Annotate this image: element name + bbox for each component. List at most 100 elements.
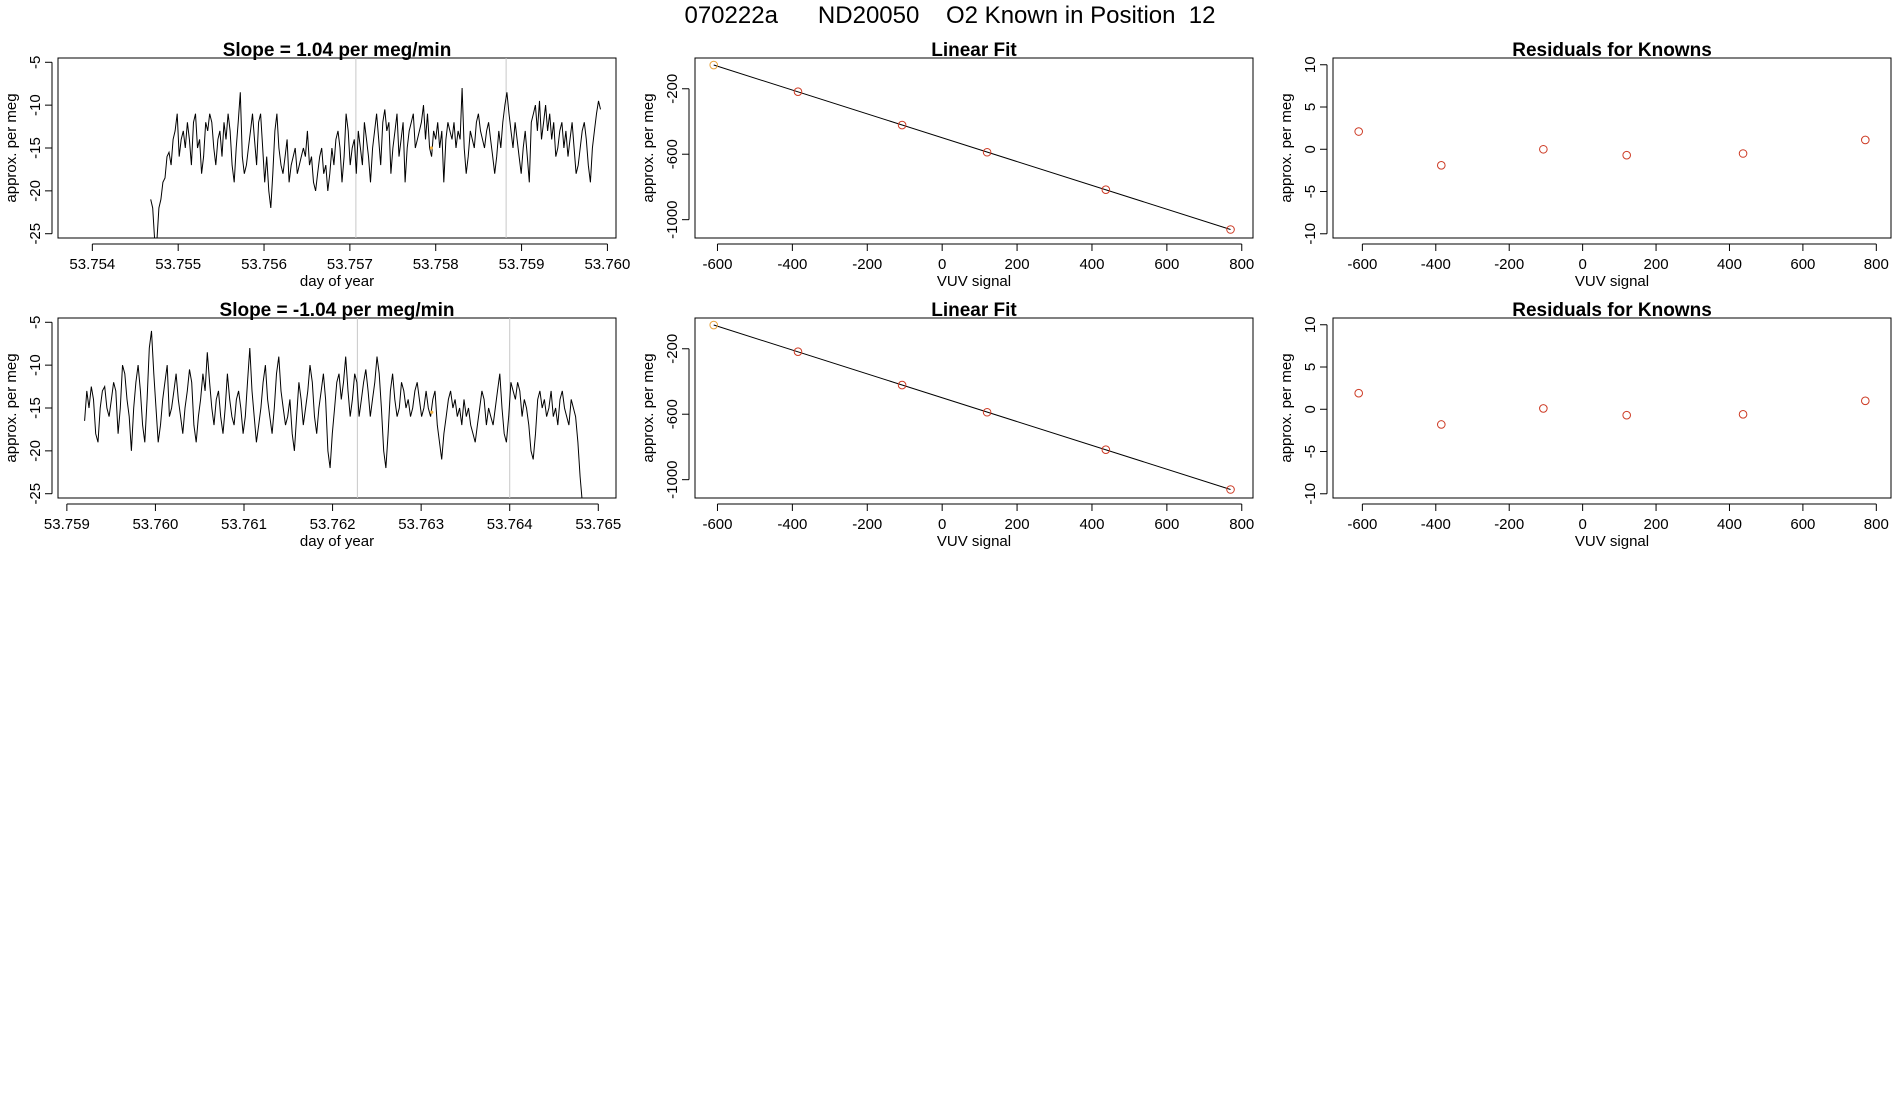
x-axis-label: VUV signal xyxy=(937,273,1011,290)
x-tick-label: 200 xyxy=(1005,256,1030,273)
x-tick-label: 53.760 xyxy=(132,516,178,533)
x-tick-label: 200 xyxy=(1005,516,1030,533)
series-line xyxy=(84,330,583,498)
timeseries-bottom-panel: 53.759 53.760 53.761 53.762 53.763 53.764 53.7… xyxy=(3,300,621,550)
residuals-top-panel: -600 -400 -200 0 200 400 600 800 10 5 0 -5 -10 VUV si… xyxy=(1278,40,1892,290)
x-tick-label: 800 xyxy=(1864,516,1889,533)
data-point xyxy=(1226,485,1235,494)
data-point xyxy=(1539,144,1548,154)
data-point xyxy=(1738,410,1748,419)
linear-fit-top-panel: -600 -400 -200 0 200 400 600 800 -200 -600 -1000 VU… xyxy=(640,40,1254,290)
plot-data xyxy=(709,60,1235,234)
data-point xyxy=(897,380,907,390)
data-point xyxy=(1861,396,1870,406)
plot-box xyxy=(1332,57,1892,239)
data-point xyxy=(1539,404,1548,413)
data-point xyxy=(897,120,907,130)
x-tick-label: 200 xyxy=(1644,256,1669,273)
x-tick-label: 53.760 xyxy=(584,256,630,273)
x-tick-label: 0 xyxy=(1578,516,1586,533)
x-tick-label: 400 xyxy=(1079,256,1104,273)
y-tick-label: -1000 xyxy=(664,460,681,498)
y-tick-label: -15 xyxy=(27,397,44,419)
panel-title: Linear Fit xyxy=(931,40,1017,61)
linear-fit-bottom-panel: -600 -400 -200 0 200 400 600 800 -200 -600 -1000 VU… xyxy=(640,300,1254,550)
highlight-dot xyxy=(430,410,434,414)
plot-box xyxy=(57,57,617,239)
y-tick-label: -600 xyxy=(664,399,681,429)
x-tick-label: 0 xyxy=(1578,256,1586,273)
x-tick-label: -400 xyxy=(1421,516,1451,533)
x-tick-label: 53.757 xyxy=(327,256,373,273)
x-axis-label: VUV signal xyxy=(1575,273,1649,290)
plot-data xyxy=(150,58,601,238)
x-tick-label: -600 xyxy=(702,516,732,533)
panel-title: Slope = 1.04 per meg/min xyxy=(223,40,452,61)
x-tick-label: 400 xyxy=(1717,516,1742,533)
y-tick-label: -5 xyxy=(1302,445,1319,458)
data-point xyxy=(1622,410,1631,420)
x-tick-label: 600 xyxy=(1790,256,1815,273)
plot-data xyxy=(1354,127,1870,170)
fit-line xyxy=(713,324,1231,490)
data-point xyxy=(1101,445,1111,455)
x-tick-label: -200 xyxy=(852,516,882,533)
plot-data xyxy=(84,318,583,498)
x-axis-label: day of year xyxy=(300,273,374,290)
y-axis-label: approx. per meg xyxy=(1278,93,1295,202)
x-tick-label: 53.759 xyxy=(499,256,545,273)
x-tick-label: -400 xyxy=(1421,256,1451,273)
x-tick-label: -600 xyxy=(1347,516,1377,533)
y-tick-label: -5 xyxy=(27,56,44,69)
plot-data xyxy=(1354,388,1870,429)
y-tick-label: -1000 xyxy=(664,200,681,238)
data-point xyxy=(1861,135,1870,145)
data-point xyxy=(793,347,803,357)
data-point xyxy=(793,87,803,97)
y-tick-label: 5 xyxy=(1302,363,1319,371)
data-point xyxy=(1436,161,1446,170)
x-tick-label: 53.764 xyxy=(487,516,533,533)
y-tick-label: -600 xyxy=(664,139,681,169)
y-axis-label: approx. per meg xyxy=(1278,353,1295,462)
y-tick-label: -5 xyxy=(27,316,44,329)
data-point xyxy=(1622,150,1631,160)
x-tick-label: 53.754 xyxy=(69,256,115,273)
x-tick-label: 800 xyxy=(1864,256,1889,273)
y-axis-label: approx. per meg xyxy=(3,93,20,202)
x-axis-label: day of year xyxy=(300,533,374,550)
x-tick-label: -400 xyxy=(777,256,807,273)
x-tick-label: 53.756 xyxy=(241,256,287,273)
data-point xyxy=(1101,185,1111,195)
series-line xyxy=(150,87,601,238)
x-tick-label: -200 xyxy=(852,256,882,273)
x-axis-label: VUV signal xyxy=(1575,533,1649,550)
y-tick-label: 0 xyxy=(1302,405,1319,413)
x-tick-label: 53.763 xyxy=(398,516,444,533)
y-axis-label: approx. per meg xyxy=(640,93,657,202)
x-tick-label: -200 xyxy=(1494,256,1524,273)
x-tick-label: 0 xyxy=(938,516,946,533)
x-tick-label: 800 xyxy=(1229,516,1254,533)
data-point xyxy=(1354,127,1363,136)
y-tick-label: -10 xyxy=(1302,483,1319,505)
x-tick-label: 0 xyxy=(938,256,946,273)
plot-box xyxy=(57,317,617,499)
x-tick-label: 53.758 xyxy=(413,256,459,273)
x-tick-label: 600 xyxy=(1790,516,1815,533)
x-tick-label: 53.765 xyxy=(575,516,621,533)
fit-line xyxy=(713,64,1231,230)
panel-title: Linear Fit xyxy=(931,300,1017,321)
data-point xyxy=(1738,149,1748,158)
data-point xyxy=(1354,388,1363,398)
y-tick-label: -10 xyxy=(27,354,44,376)
y-tick-label: -10 xyxy=(1302,223,1319,245)
timeseries-top-panel: 53.754 53.755 53.756 53.757 53.758 53.759 53.7… xyxy=(3,40,630,290)
x-tick-label: -600 xyxy=(702,256,732,273)
plot-box xyxy=(694,317,1254,499)
x-tick-label: -600 xyxy=(1347,256,1377,273)
y-tick-label: -10 xyxy=(27,94,44,116)
x-tick-label: 600 xyxy=(1154,256,1179,273)
x-tick-label: -400 xyxy=(777,516,807,533)
